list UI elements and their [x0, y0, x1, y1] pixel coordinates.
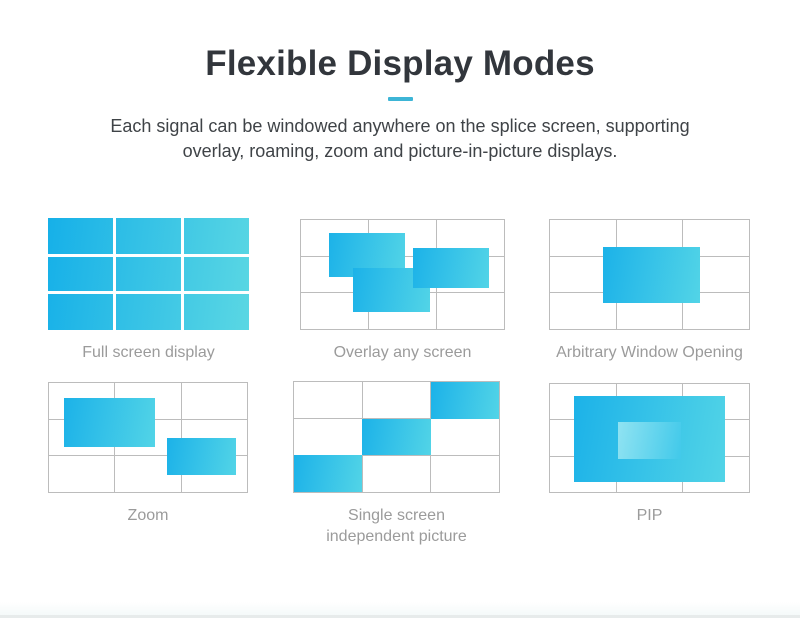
panel-overlay-any-screen: Overlay any screen	[300, 219, 505, 361]
single-screen-cell-top-right	[430, 382, 499, 419]
splice-screen-grid	[300, 219, 505, 330]
caption-line: Arbitrary Window Opening	[556, 344, 743, 361]
footer-fade	[0, 602, 800, 618]
splice-screen-grid	[48, 218, 249, 330]
subtitle-line: overlay, roaming, zoom and picture-in-pi…	[182, 141, 618, 161]
page-title: Flexible Display Modes	[205, 44, 595, 83]
single-screen-cell-bottom-left	[294, 455, 363, 492]
grid-line	[113, 218, 117, 330]
grid-line	[48, 253, 249, 257]
splice-screen-grid	[293, 381, 500, 493]
arbitrary-window	[602, 247, 700, 304]
panel-caption: PIP	[637, 505, 663, 526]
caption-line: Overlay any screen	[333, 344, 472, 361]
overlay-window-right	[412, 248, 490, 288]
splice-screen-grid	[549, 383, 750, 493]
panel-single-screen-independent-picture: Single screen independent picture	[293, 381, 500, 545]
panel-caption: Full screen display	[82, 342, 215, 363]
subtitle-line: Each signal can be windowed anywhere on …	[110, 116, 690, 136]
caption-line: Single screen	[348, 507, 445, 524]
panel-caption: Single screen independent picture	[326, 505, 467, 547]
page-header: Flexible Display Modes Each signal can b…	[0, 0, 800, 164]
panel-zoom: Zoom	[48, 382, 248, 524]
single-screen-cell-center	[362, 418, 431, 456]
grid-line	[180, 218, 184, 330]
footer-divider	[0, 615, 800, 618]
zoom-window-large	[63, 397, 155, 447]
grid-line	[294, 454, 499, 456]
page-subtitle: Each signal can be windowed anywhere on …	[0, 114, 800, 164]
panel-caption: Zoom	[128, 505, 169, 526]
caption-line: Full screen display	[82, 344, 215, 361]
zoom-window-small	[166, 438, 237, 476]
title-accent-dash	[387, 97, 413, 101]
grid-line	[430, 382, 432, 492]
pip-inner-rect	[618, 422, 681, 459]
grid-line	[49, 455, 247, 457]
panel-pip: PIP	[549, 383, 750, 524]
panel-caption: Arbitrary Window Opening	[556, 342, 743, 363]
caption-line: PIP	[636, 507, 663, 524]
panel-caption: Overlay any screen	[334, 342, 472, 363]
splice-screen-grid	[48, 382, 248, 493]
panel-arbitrary-window-opening: Arbitrary Window Opening	[549, 219, 750, 361]
caption-line: independent picture	[326, 528, 467, 545]
panel-full-screen-display: Full screen display	[48, 218, 249, 361]
grid-line	[48, 291, 249, 295]
pip-outer-window	[573, 395, 726, 483]
grid-line	[180, 383, 182, 492]
caption-line: Zoom	[127, 507, 169, 524]
splice-screen-grid	[549, 219, 750, 330]
